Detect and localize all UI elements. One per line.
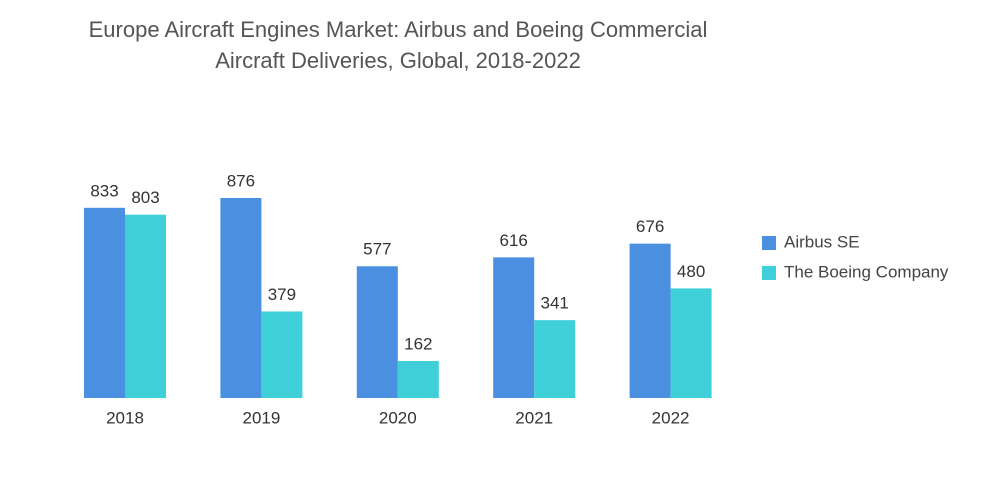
legend-label: The Boeing Company <box>784 262 949 281</box>
x-tick-label: 2018 <box>106 408 144 427</box>
value-label: 379 <box>268 285 296 304</box>
value-label: 480 <box>677 262 705 281</box>
value-label: 676 <box>636 217 664 236</box>
x-tick-label: 2022 <box>652 408 690 427</box>
chart-title: Europe Aircraft Engines Market: Airbus a… <box>89 17 708 42</box>
x-tick-label: 2019 <box>242 408 280 427</box>
bar <box>397 361 439 398</box>
value-label: 162 <box>404 334 432 353</box>
value-label: 803 <box>131 188 159 207</box>
bar <box>125 214 166 398</box>
chart-title: Aircraft Deliveries, Global, 2018-2022 <box>215 48 581 73</box>
legend-swatch <box>762 266 776 280</box>
legend-label: Airbus SE <box>784 232 860 251</box>
bar <box>356 266 398 398</box>
value-label: 341 <box>541 294 569 313</box>
bar <box>84 207 125 398</box>
value-label: 833 <box>90 181 118 200</box>
legend-swatch <box>762 236 776 250</box>
x-tick-label: 2020 <box>379 408 417 427</box>
bar <box>534 320 576 398</box>
bar <box>261 311 303 398</box>
value-label: 577 <box>363 240 391 259</box>
bar <box>670 288 712 398</box>
value-label: 616 <box>500 231 528 250</box>
bar <box>629 243 671 398</box>
bar <box>493 257 535 398</box>
x-tick-label: 2021 <box>515 408 553 427</box>
bar <box>220 198 262 398</box>
value-label: 876 <box>227 171 255 190</box>
